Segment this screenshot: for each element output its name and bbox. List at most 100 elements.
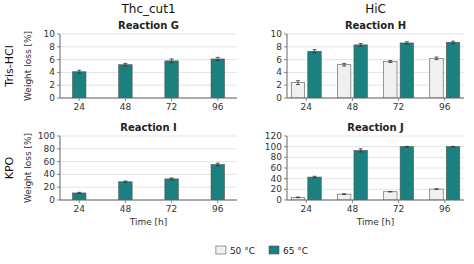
error-cap	[216, 57, 220, 58]
error-cap	[342, 194, 346, 195]
x-axis	[60, 98, 237, 99]
error-line	[297, 81, 298, 85]
error-cap	[123, 66, 127, 67]
bar	[337, 194, 350, 200]
grid-line	[287, 168, 464, 169]
tick-label: 20	[44, 182, 56, 192]
tick-label: 60	[271, 163, 283, 173]
error-cap	[388, 60, 392, 61]
column-title: Thc_cut1	[120, 2, 175, 16]
tick-label: 48	[347, 102, 359, 112]
y-axis	[287, 34, 288, 98]
tick-label: 0	[49, 93, 55, 103]
x-label: Time [h]	[356, 217, 395, 227]
grid-line	[60, 136, 237, 137]
tick-label: 100	[38, 131, 55, 141]
grid-line	[60, 200, 237, 201]
tick-label: 2	[49, 80, 55, 90]
error-bar	[123, 181, 127, 183]
error-line	[360, 149, 361, 152]
bar	[446, 147, 459, 200]
tick-label: 24	[301, 102, 313, 112]
tick-label: 72	[166, 102, 177, 112]
bar	[308, 177, 321, 200]
error-bar	[77, 70, 81, 73]
tick-label: 20	[271, 184, 283, 194]
error-cap	[342, 63, 346, 64]
error-cap	[388, 62, 392, 63]
row-label: KPO	[3, 156, 16, 179]
error-bar	[405, 42, 409, 44]
error-cap	[359, 152, 363, 153]
error-cap	[313, 176, 317, 177]
bar	[73, 72, 86, 98]
bar	[165, 179, 178, 200]
error-bar	[342, 63, 346, 66]
error-cap	[77, 73, 81, 74]
error-cap	[313, 49, 317, 50]
y-label: Weight loss [%]	[23, 31, 33, 101]
bars	[73, 163, 225, 200]
bar	[291, 83, 304, 98]
error-cap	[313, 177, 317, 178]
column-title: HiC	[365, 2, 386, 16]
error-cap	[77, 192, 81, 193]
error-bar	[434, 57, 438, 60]
error-cap	[359, 43, 363, 44]
panel-title: Reaction I	[120, 122, 177, 133]
tick-label: 24	[74, 204, 86, 214]
error-bar	[216, 57, 220, 60]
bars	[291, 146, 460, 200]
error-bar	[451, 146, 455, 148]
error-bar	[388, 191, 392, 193]
bar	[354, 150, 367, 200]
row-label: Tris-HCl	[3, 45, 16, 87]
error-bar	[405, 146, 409, 148]
tick-label: 6	[276, 55, 282, 65]
tick-label: 24	[74, 102, 86, 112]
panel: 024681024487296Reaction GWeight loss [%]	[23, 20, 237, 112]
grid-line	[287, 146, 464, 147]
bar	[211, 59, 224, 98]
tick-label: 120	[265, 131, 282, 141]
tick-label: 72	[166, 204, 177, 214]
error-cap	[359, 46, 363, 47]
tick-label: 4	[49, 67, 55, 77]
bar	[119, 65, 132, 98]
error-cap	[434, 188, 438, 189]
grid-line	[287, 157, 464, 158]
grid-line	[287, 136, 464, 137]
grid-line	[60, 161, 237, 162]
y-axis	[60, 136, 61, 200]
error-cap	[388, 192, 392, 193]
bar	[430, 58, 443, 98]
grid-line	[60, 187, 237, 188]
tick-label: 4	[276, 67, 282, 77]
error-bar	[342, 193, 346, 195]
error-line	[171, 59, 172, 63]
tick-label: 2	[276, 80, 282, 90]
grid-line	[287, 98, 464, 99]
error-cap	[405, 146, 409, 147]
tick-label: 8	[49, 42, 55, 52]
error-cap	[123, 63, 127, 64]
error-cap	[342, 193, 346, 194]
bar	[430, 189, 443, 200]
bar	[308, 51, 321, 98]
grid-line	[287, 34, 464, 35]
error-cap	[313, 52, 317, 53]
x-axis	[287, 200, 464, 201]
error-cap	[296, 197, 300, 198]
grid-line	[60, 72, 237, 73]
tick-label: 10	[44, 29, 56, 39]
bar	[446, 42, 459, 98]
bar	[400, 43, 413, 98]
tick-label: 40	[271, 174, 283, 184]
legend-label: 50 °C	[230, 246, 255, 256]
tick-label: 48	[120, 204, 132, 214]
x-axis	[60, 200, 237, 201]
tick-label: 48	[120, 102, 132, 112]
tick-label: 40	[44, 169, 56, 179]
tick-label: 6	[49, 55, 55, 65]
y-axis	[60, 34, 61, 98]
